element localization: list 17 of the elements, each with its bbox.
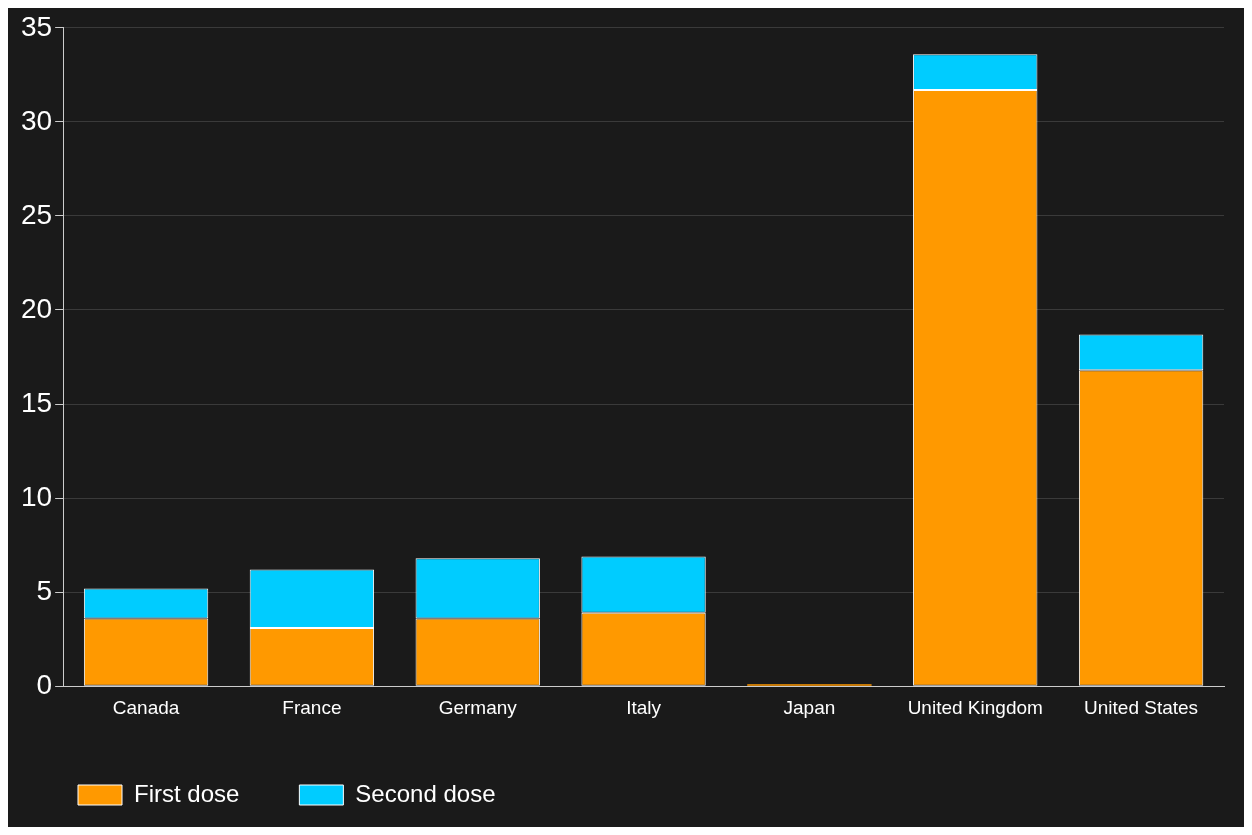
x-tick-label: United States	[1084, 696, 1199, 718]
y-tick-label: 15	[20, 386, 53, 418]
x-tick-label: Germany	[438, 696, 518, 718]
x-tick-label: Canada	[112, 696, 180, 718]
legend-label: First dose	[134, 779, 240, 807]
x-tick-label: France	[282, 696, 342, 718]
x-tick-label: United Kingdom	[907, 696, 1043, 718]
x-tick-label: Italy	[626, 696, 662, 718]
x-tick-label: Japan	[783, 696, 836, 718]
y-tick-label: 25	[20, 198, 53, 230]
legend-label: Second dose	[355, 779, 496, 807]
y-tick-label: 35	[20, 10, 53, 42]
y-tick-label: 20	[20, 292, 53, 324]
y-tick-label: 10	[20, 480, 53, 512]
y-tick-label: 30	[20, 104, 53, 136]
y-tick-label: 5	[36, 574, 53, 606]
y-tick-label: 0	[36, 668, 53, 700]
